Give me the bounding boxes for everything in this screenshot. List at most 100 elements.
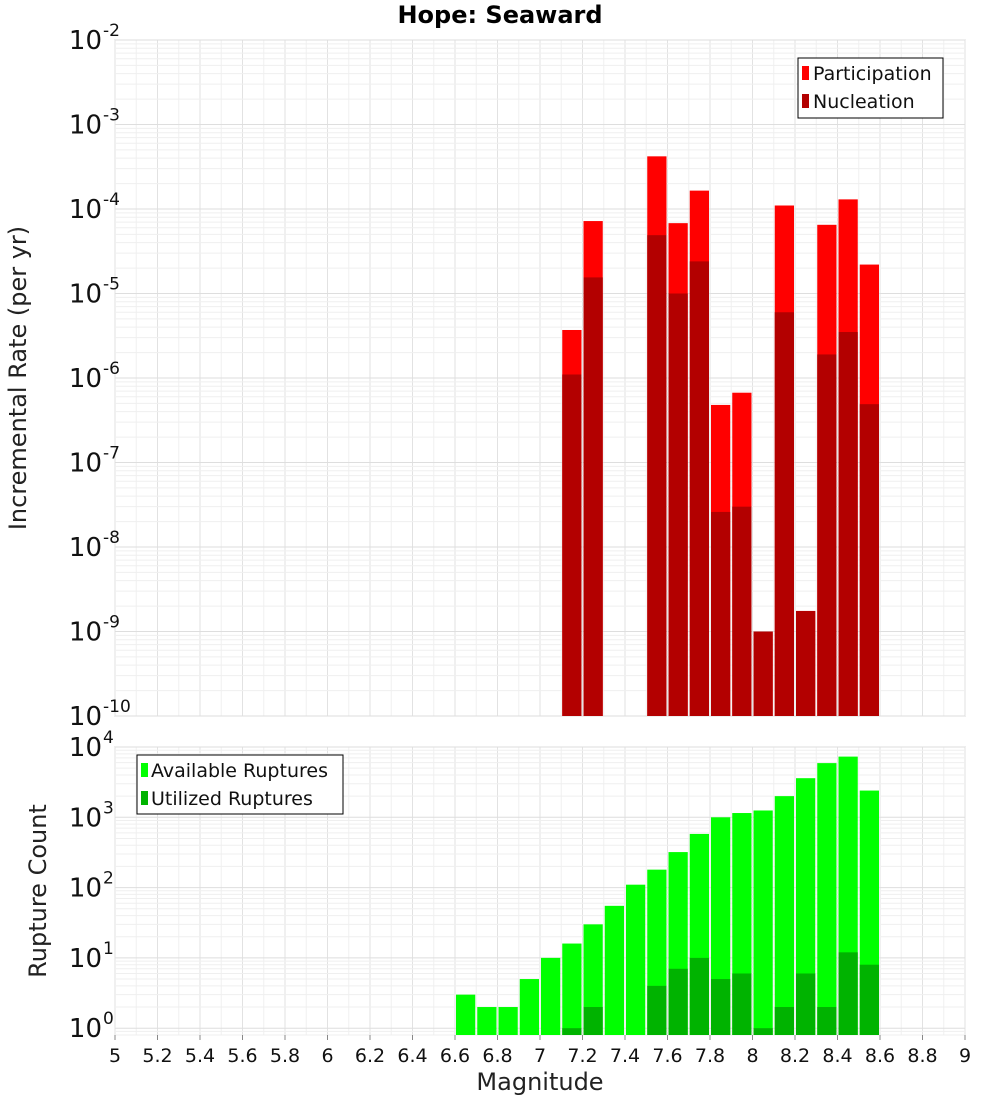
- rate-bar-b: [796, 610, 816, 716]
- count-bar-b: [838, 952, 858, 1035]
- count-bar-a: [519, 979, 539, 1035]
- count-bar-b: [774, 1007, 794, 1035]
- count-bar-a: [562, 943, 582, 1035]
- count-bar-b: [711, 979, 731, 1035]
- top-legend: Participation Nucleation: [797, 57, 944, 119]
- x-tick-label: 5.8: [270, 1045, 300, 1067]
- y-tick-label: 10: [69, 733, 102, 763]
- count-bar-a: [456, 994, 476, 1035]
- x-tick-label: 5.6: [227, 1045, 257, 1067]
- y-tick-exponent: -2: [103, 21, 120, 41]
- count-bar-b: [796, 973, 816, 1035]
- x-ticks: 5 5.2 5.4 5.6 5.8 6 6.2 6.4 6.6 6.8 7 7.2 7.4 7.6 7.8 8…: [109, 1035, 971, 1067]
- x-tick-label: 6.2: [355, 1045, 385, 1067]
- count-bar-b: [753, 1028, 773, 1035]
- count-bar-a: [604, 905, 624, 1035]
- y-tick-exponent: -4: [103, 190, 120, 210]
- y-tick-label: 10: [69, 449, 102, 479]
- rate-bar-b: [711, 511, 731, 716]
- count-bar-b: [817, 1007, 837, 1035]
- y-tick-exponent: 3: [103, 798, 114, 818]
- x-tick-label: 7.4: [610, 1045, 640, 1067]
- y-tick-label: 10: [69, 195, 102, 225]
- top-y-axis-label: Incremental Rate (per yr): [4, 226, 32, 530]
- rate-bar-b: [753, 631, 773, 716]
- y-tick-label: 10: [69, 280, 102, 310]
- x-tick-label: 6.4: [397, 1045, 427, 1067]
- y-tick-label: 10: [69, 26, 102, 56]
- y-tick-label: 10: [69, 944, 102, 974]
- y-tick-label: 10: [69, 874, 102, 904]
- rate-bar-b: [689, 261, 709, 716]
- count-bar-b: [562, 1028, 582, 1035]
- x-tick-label: 8: [746, 1045, 758, 1067]
- rate-bar-b: [732, 506, 752, 716]
- y-tick-exponent: -6: [103, 359, 120, 379]
- y-tick-label: 10: [69, 803, 102, 833]
- y-tick-exponent: 4: [103, 728, 114, 748]
- count-bar-b: [583, 1007, 603, 1035]
- y-tick-exponent: 1: [103, 939, 114, 959]
- y-tick-label: 10: [69, 1014, 102, 1044]
- y-tick-exponent: -5: [103, 275, 120, 295]
- x-tick-label: 7.2: [567, 1045, 597, 1067]
- bottom-bars: [456, 756, 879, 1035]
- count-bar-b: [647, 985, 667, 1035]
- x-tick-label: 5.2: [142, 1045, 172, 1067]
- y-tick-exponent: -9: [103, 613, 120, 633]
- x-axis-label: Magnitude: [476, 1068, 603, 1096]
- count-bar-a: [753, 810, 773, 1035]
- rate-bar-b: [774, 312, 794, 716]
- legend-label-participation: Participation: [813, 63, 932, 85]
- legend-swatch-available: [141, 763, 148, 777]
- chart-title: Hope: Seaward: [397, 1, 602, 29]
- rate-bar-b: [562, 374, 582, 716]
- x-tick-label: 6.6: [440, 1045, 470, 1067]
- legend-label-available: Available Ruptures: [151, 760, 328, 782]
- y-tick-exponent: -3: [103, 106, 120, 126]
- rate-bar-b: [668, 293, 688, 716]
- count-bar-a: [817, 763, 837, 1035]
- x-tick-label: 5.4: [185, 1045, 215, 1067]
- legend-label-utilized: Utilized Ruptures: [151, 788, 313, 810]
- legend-swatch-nucleation: [802, 94, 809, 108]
- top-bars: [562, 156, 879, 717]
- x-tick-label: 5: [109, 1045, 121, 1067]
- count-bar-a: [796, 778, 816, 1035]
- x-tick-label: 7: [534, 1045, 546, 1067]
- y-tick-label: 10: [69, 618, 102, 648]
- y-tick-label: 10: [69, 111, 102, 141]
- rate-bar-b: [838, 332, 858, 716]
- y-tick-exponent: -10: [103, 697, 131, 717]
- count-bar-a: [626, 884, 646, 1035]
- bottom-legend: Available Ruptures Utilized Ruptures: [136, 754, 344, 815]
- y-tick-exponent: -7: [103, 444, 120, 464]
- x-tick-label: 8.2: [780, 1045, 810, 1067]
- rate-bar-b: [647, 235, 667, 716]
- x-tick-label: 8.6: [865, 1045, 895, 1067]
- count-bar-a: [477, 1007, 497, 1035]
- legend-swatch-utilized: [141, 791, 148, 805]
- count-bar-a: [541, 957, 561, 1035]
- x-tick-label: 8.4: [822, 1045, 852, 1067]
- count-bar-b: [732, 973, 752, 1035]
- count-bar-a: [774, 796, 794, 1035]
- rate-bar-b: [817, 354, 837, 716]
- count-bar-b: [668, 968, 688, 1035]
- x-tick-label: 7.8: [695, 1045, 725, 1067]
- top-gridlines: [114, 39, 966, 717]
- y-tick-label: 10: [69, 702, 102, 732]
- top-legend-box: [797, 57, 944, 119]
- legend-label-nucleation: Nucleation: [813, 91, 915, 113]
- x-tick-label: 6.8: [482, 1045, 512, 1067]
- y-tick-exponent: 2: [103, 869, 114, 889]
- rate-bar-b: [859, 404, 879, 716]
- x-tick-label: 7.6: [652, 1045, 682, 1067]
- rate-bar-b: [583, 277, 603, 716]
- legend-swatch-participation: [802, 66, 809, 80]
